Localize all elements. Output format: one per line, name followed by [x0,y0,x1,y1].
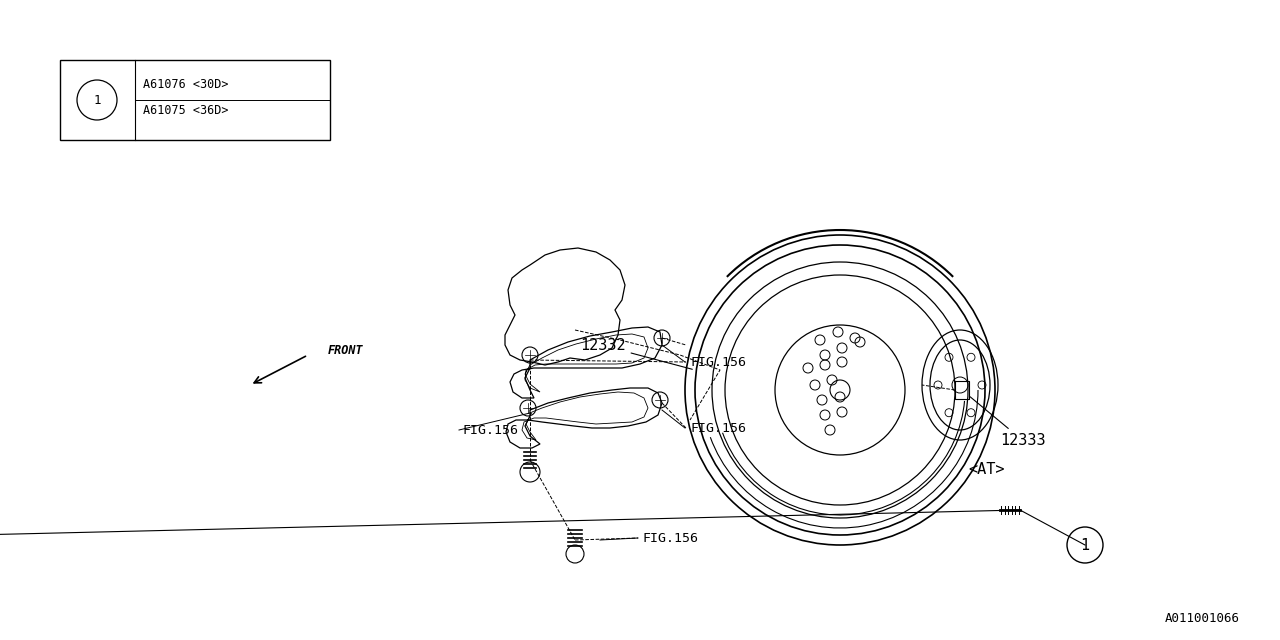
Text: 12333: 12333 [970,397,1046,448]
Text: FRONT: FRONT [328,344,364,356]
Text: FIG.156: FIG.156 [690,422,746,435]
Text: A011001066: A011001066 [1165,612,1240,625]
Text: <AT>: <AT> [968,463,1005,477]
Text: FIG.156: FIG.156 [690,355,746,369]
Text: FIG.156: FIG.156 [462,424,518,436]
Text: A61076 <30D>: A61076 <30D> [143,79,229,92]
Text: 1: 1 [1080,538,1089,552]
Text: FIG.156: FIG.156 [643,531,698,545]
Text: 1: 1 [93,93,101,106]
Text: A61075 <36D>: A61075 <36D> [143,104,229,116]
Text: 12332: 12332 [580,338,692,369]
